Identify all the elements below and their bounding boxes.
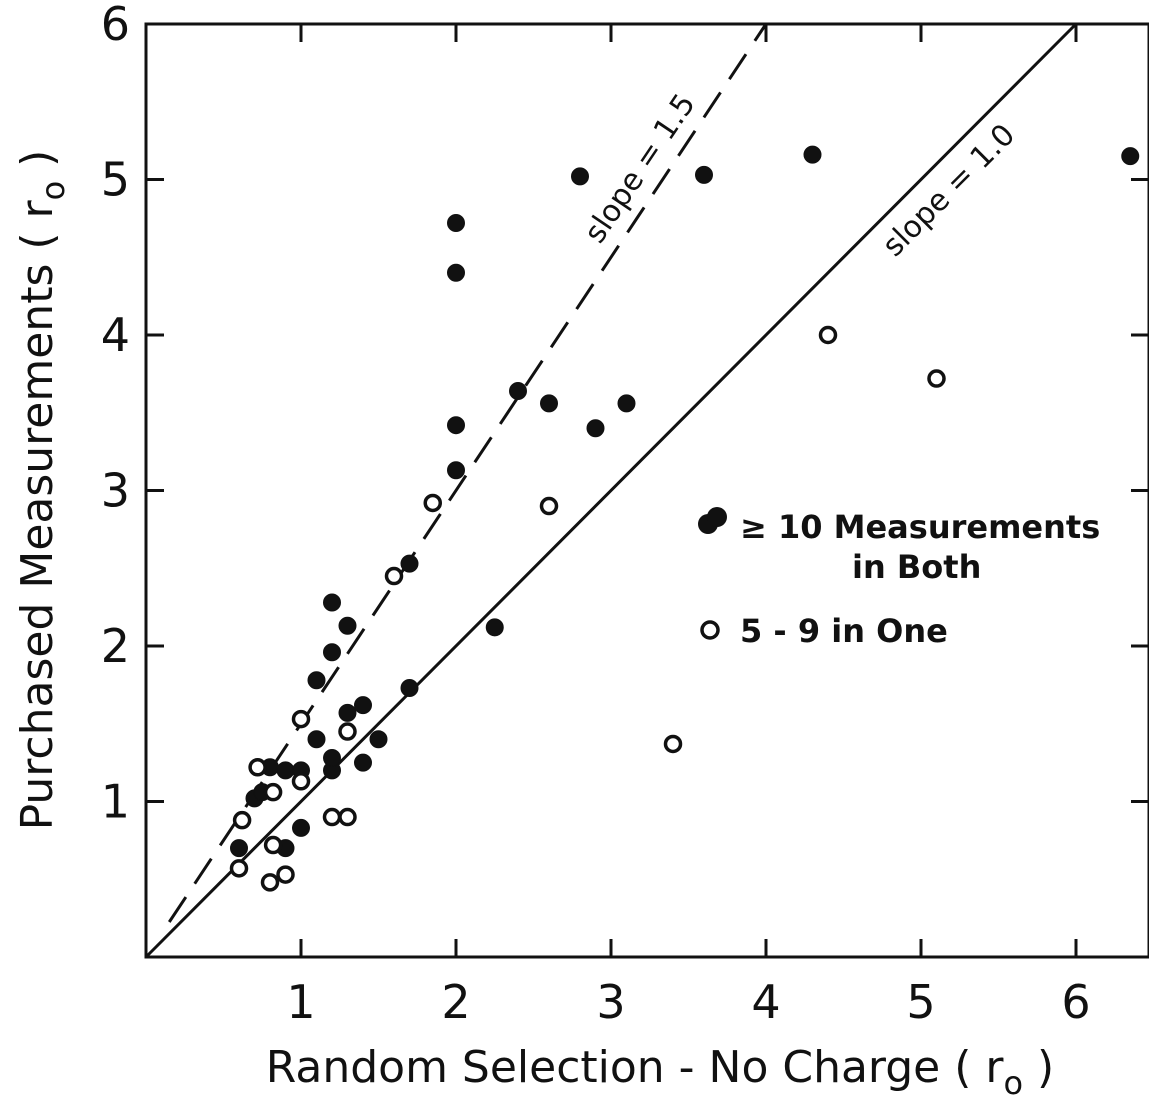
y-tick-label: 2 [101,619,130,673]
open-data-point [229,859,249,878]
open-data-point [927,369,946,388]
open-data-point [423,493,442,513]
open-data-point [338,722,357,741]
y-axis-title: Purchased Measurements ( ro ) [12,150,72,831]
y-tick-label: 3 [101,464,130,518]
filled-data-point [338,616,357,635]
filled-data-point [447,263,465,282]
legend-open-label: 5 - 9 in One [740,612,948,650]
open-data-point [291,709,311,729]
filled-data-point [323,643,341,662]
filled-data-point [1121,147,1140,166]
filled-data-point [338,703,357,722]
legend-filled-label-2: in Both [852,548,981,586]
y-axis-tick-labels: 1 2 3 4 5 6 [101,0,130,829]
legend: ≥ 10 Measurements in Both 5 - 9 in One [698,507,1100,650]
filled-data-point [354,753,372,772]
open-data-point [232,810,252,830]
y-tick-label: 5 [101,153,130,207]
x-tick-label: 4 [751,975,780,1029]
open-data-point [248,758,267,777]
filled-data-point [485,618,504,637]
x-axis-title: Random Selection - No Charge ( ro ) [266,1042,1054,1101]
filled-data-point [571,167,589,186]
filled-data-point [695,165,713,184]
open-data-point [322,807,342,827]
open-data-point [263,782,283,802]
x-tick-label: 6 [1061,975,1090,1029]
x-axis-tick-labels: 1 2 3 4 5 6 [286,975,1090,1029]
x-tick-label: 1 [286,975,315,1029]
open-data-point [663,734,683,754]
filled-data-point [447,416,465,435]
filled-data-point [540,394,558,413]
open-data-point [291,772,311,791]
filled-data-point [307,671,326,690]
filled-data-point [292,818,310,837]
filled-data-point [447,214,465,233]
filled-data-point [617,394,636,413]
slope-1.0-label: slope = 1.0 [876,117,1022,263]
open-data-point [338,807,357,827]
y-tick-label: 4 [101,308,130,362]
x-tick-label: 3 [596,975,625,1029]
filled-data-point [323,593,341,612]
filled-data-point [276,761,295,780]
open-data-point [384,566,404,586]
slope-1.5-label: slope = 1.5 [578,88,703,250]
x-tick-label: 2 [441,975,470,1029]
y-tick-label: 1 [101,775,130,829]
legend-filled-label: ≥ 10 Measurements [740,508,1100,546]
filled-data-point [803,145,822,164]
filled-data-point [323,748,341,767]
filled-data-point [307,730,326,749]
filled-data-point [509,381,527,400]
slope-1.5-reference-line [168,23,768,923]
open-data-point [818,325,838,345]
filled-data-point [369,730,388,749]
filled-data-point [354,696,372,715]
filled-data-point [400,678,419,697]
open-data-point [260,873,280,892]
legend-open-marker-icon [700,620,720,640]
axis-ticks [146,22,1149,957]
filled-data-point [586,419,605,438]
filled-data-point [447,461,465,480]
filled-data-point [400,554,419,573]
filled-data-point [230,839,248,858]
open-data-point [263,835,283,855]
legend-filled-marker-icon-2 [707,507,727,527]
open-data-point [539,496,559,516]
open-data-point [276,865,295,884]
x-tick-label: 5 [906,975,935,1029]
slope-1.0-reference-line [144,22,1078,959]
y-tick-label: 6 [101,0,130,51]
data-points [229,145,1140,892]
